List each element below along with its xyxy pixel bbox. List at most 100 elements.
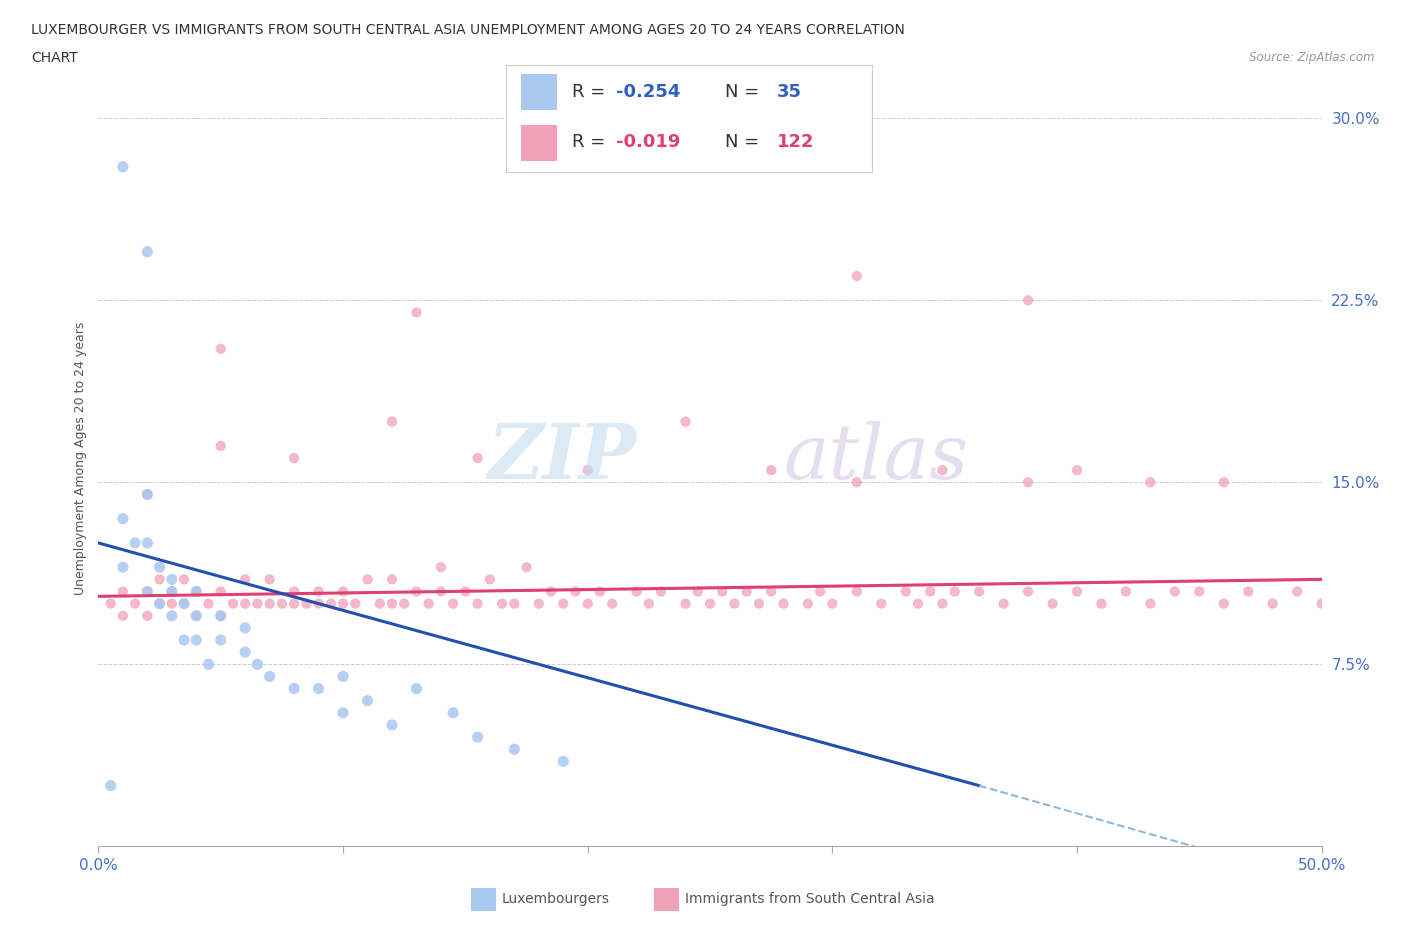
Point — [100, 596, 122, 611]
Point — [149, 560, 172, 575]
Point — [1017, 475, 1039, 490]
Point — [233, 572, 256, 587]
Point — [259, 572, 281, 587]
Point — [454, 584, 477, 599]
Point — [553, 596, 575, 611]
Point — [124, 596, 146, 611]
Point — [478, 572, 501, 587]
Point — [136, 487, 159, 502]
Point — [233, 596, 256, 611]
Point — [308, 681, 330, 696]
Point — [686, 584, 709, 599]
Point — [430, 560, 453, 575]
Point — [467, 451, 489, 466]
Point — [1139, 596, 1161, 611]
Point — [149, 572, 172, 587]
Point — [1310, 596, 1333, 611]
Point — [222, 596, 245, 611]
Point — [332, 596, 354, 611]
Text: 122: 122 — [776, 133, 814, 151]
Point — [173, 572, 195, 587]
Point — [1066, 463, 1088, 478]
Text: ZIP: ZIP — [488, 421, 637, 495]
Point — [576, 596, 599, 611]
Point — [808, 584, 831, 599]
Point — [160, 596, 183, 611]
Point — [209, 608, 232, 623]
Point — [1139, 475, 1161, 490]
Point — [124, 536, 146, 551]
Text: CHART: CHART — [31, 51, 77, 65]
Point — [259, 669, 281, 684]
Point — [967, 584, 990, 599]
Point — [1237, 584, 1260, 599]
Point — [136, 608, 159, 623]
Bar — [520, 125, 557, 162]
Text: Luxembourgers: Luxembourgers — [502, 892, 610, 907]
Point — [209, 632, 232, 647]
Point — [675, 414, 697, 429]
Point — [748, 596, 770, 611]
Point — [467, 596, 489, 611]
Point — [186, 608, 208, 623]
Point — [233, 644, 256, 659]
Point — [246, 596, 269, 611]
Point — [209, 341, 232, 356]
Text: R =: R = — [572, 133, 612, 151]
Point — [197, 596, 219, 611]
Point — [943, 584, 966, 599]
Point — [907, 596, 929, 611]
Point — [772, 596, 794, 611]
Text: 35: 35 — [776, 83, 801, 100]
Point — [405, 584, 427, 599]
Point — [1017, 293, 1039, 308]
Point — [136, 487, 159, 502]
Point — [1261, 596, 1284, 611]
Point — [100, 778, 122, 793]
Point — [894, 584, 917, 599]
Point — [1115, 584, 1137, 599]
Text: Immigrants from South Central Asia: Immigrants from South Central Asia — [685, 892, 935, 907]
Point — [637, 596, 661, 611]
Point — [1042, 596, 1064, 611]
Point — [1188, 584, 1211, 599]
Bar — [520, 73, 557, 110]
Point — [197, 657, 219, 671]
Point — [381, 572, 404, 587]
Point — [1017, 584, 1039, 599]
Point — [576, 463, 599, 478]
Point — [381, 414, 404, 429]
Point — [259, 596, 281, 611]
Point — [381, 718, 404, 733]
Point — [515, 560, 537, 575]
Point — [381, 596, 404, 611]
Point — [209, 608, 232, 623]
Point — [553, 754, 575, 769]
Point — [1164, 584, 1187, 599]
Text: N =: N = — [725, 133, 765, 151]
Point — [283, 596, 305, 611]
Point — [1066, 584, 1088, 599]
Point — [405, 681, 427, 696]
Point — [344, 596, 367, 611]
Point — [931, 463, 953, 478]
Point — [186, 584, 208, 599]
Point — [295, 596, 318, 611]
Y-axis label: Unemployment Among Ages 20 to 24 years: Unemployment Among Ages 20 to 24 years — [75, 322, 87, 594]
Text: Source: ZipAtlas.com: Source: ZipAtlas.com — [1250, 51, 1375, 64]
Text: atlas: atlas — [783, 421, 969, 495]
Point — [1090, 596, 1112, 611]
Point — [503, 596, 526, 611]
Point — [356, 572, 378, 587]
Point — [332, 669, 354, 684]
Point — [136, 536, 159, 551]
Point — [160, 608, 183, 623]
Point — [160, 584, 183, 599]
Point — [332, 705, 354, 720]
Point — [920, 584, 942, 599]
Point — [173, 632, 195, 647]
Point — [845, 269, 868, 284]
Point — [356, 693, 378, 708]
Point — [173, 596, 195, 611]
Point — [491, 596, 513, 611]
